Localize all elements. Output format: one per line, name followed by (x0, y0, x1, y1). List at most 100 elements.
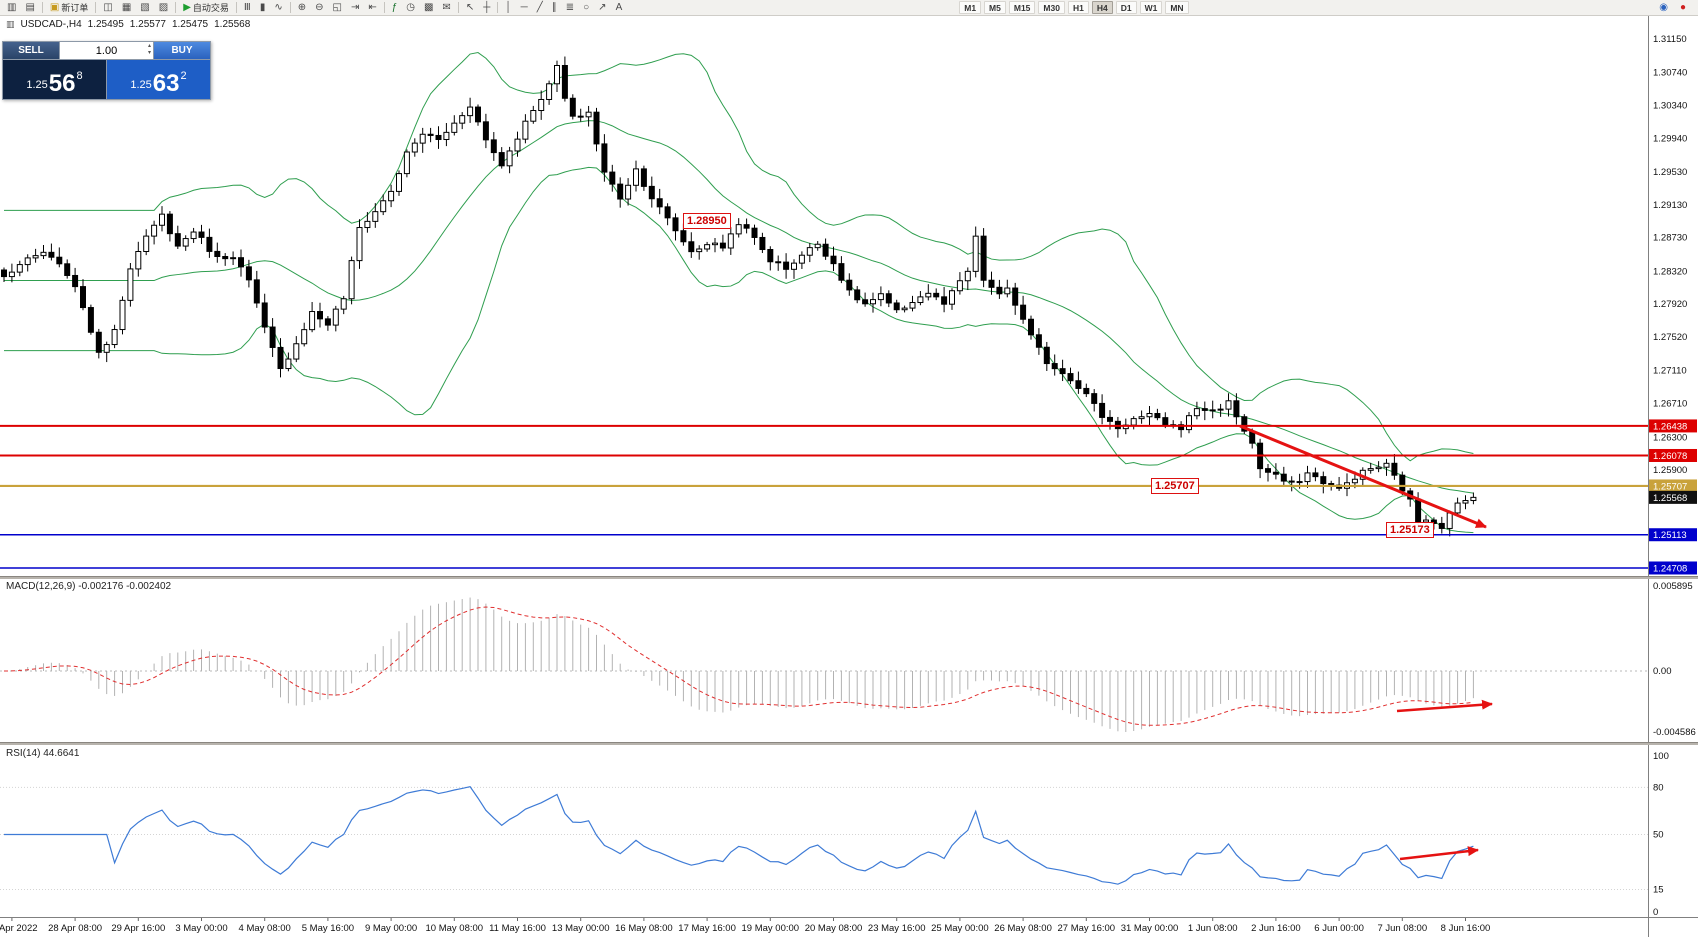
toolbar-separator (235, 2, 237, 13)
timeframe-mn[interactable]: MN (1165, 1, 1189, 14)
volume-input[interactable] (60, 42, 153, 59)
svg-text:10 May 08:00: 10 May 08:00 (426, 923, 484, 934)
rsi-indicator-label: RSI(14) 44.6641 (6, 748, 80, 759)
bollinger-bands (4, 52, 1474, 534)
fibonacci-icon: ≣ (565, 1, 575, 13)
trend-arrow-macd[interactable] (1396, 699, 1493, 713)
email-button[interactable]: ✉ (438, 1, 454, 15)
candlestick-chart-button[interactable]: ▮ (256, 1, 270, 15)
low-value: 1.25475 (171, 19, 209, 30)
trendline-button[interactable]: ╱ (533, 1, 547, 15)
price-callout-1.28950[interactable]: 1.28950 (683, 213, 731, 229)
axis-price-tag (1649, 419, 1697, 433)
trend-arrow-rsi[interactable] (1399, 846, 1479, 861)
tile-windows-button[interactable]: ◱ (329, 1, 346, 15)
periods-button[interactable]: ◷ (402, 1, 419, 15)
spinner-up-icon[interactable]: ▴ (147, 43, 151, 49)
toolbar-spacer (627, 7, 957, 8)
line-chart-button[interactable]: ∿ (270, 1, 286, 15)
chart-shift-button[interactable]: ⇤ (364, 1, 380, 15)
svg-text:1.30340: 1.30340 (1653, 101, 1687, 112)
community-button[interactable]: ◉ (1655, 1, 1672, 15)
new-order-button[interactable]: ▣ 新订单 (46, 1, 92, 15)
arrows-button[interactable]: ↗ (594, 1, 610, 15)
sell-button[interactable]: SELL (3, 42, 59, 59)
close-value: 1.25568 (214, 19, 251, 30)
buy-price[interactable]: 1.25 63 2 (107, 60, 210, 99)
timeframe-h4[interactable]: H4 (1091, 1, 1113, 14)
new-chart-button[interactable]: ▥ (3, 1, 20, 15)
svg-text:1.24708: 1.24708 (1653, 563, 1687, 574)
indicators-icon: ƒ (391, 1, 398, 13)
profiles-icon: ▤ (25, 1, 35, 13)
new-chart-icon: ▥ (7, 1, 17, 13)
price-callout-1.25173[interactable]: 1.25173 (1386, 522, 1434, 538)
svg-text:1.27920: 1.27920 (1653, 299, 1687, 310)
navigator-button[interactable]: ▧ (136, 1, 153, 15)
profiles-button[interactable]: ▤ (21, 1, 38, 15)
macd-scale[interactable]: 0.005895 0.00 -0.004586 (1653, 581, 1696, 738)
toolbar-separator (175, 2, 177, 13)
svg-text:1.31150: 1.31150 (1653, 34, 1687, 45)
toolbar-separator (41, 2, 43, 13)
templates-button[interactable]: ▩ (420, 1, 437, 15)
timeframe-h1[interactable]: H1 (1067, 1, 1089, 14)
timeframe-m1[interactable]: M1 (959, 1, 982, 14)
svg-text:29 Apr 16:00: 29 Apr 16:00 (111, 923, 165, 934)
data-window-button[interactable]: ▦ (118, 1, 135, 15)
svg-text:6 Jun 00:00: 6 Jun 00:00 (1314, 923, 1364, 934)
price-axis[interactable]: 1.31150 1.30740 1.30340 1.29940 1.29530 1.291… (1649, 34, 1697, 575)
line-chart-icon: ∿ (274, 1, 283, 13)
sell-price[interactable]: 1.25 56 8 (3, 60, 106, 99)
pane-separator[interactable] (0, 742, 1698, 745)
timeframe-w1[interactable]: W1 (1139, 1, 1163, 14)
timeframe-m30[interactable]: M30 (1038, 1, 1065, 14)
timeframe-d1[interactable]: D1 (1115, 1, 1137, 14)
autotrading-button[interactable]: ▶ 自动交易 (179, 1, 233, 15)
buy-button[interactable]: BUY (154, 42, 210, 59)
new-order-button-label: 新订单 (61, 3, 89, 13)
sell-price-prefix: 1.25 (26, 79, 48, 91)
svg-text:1.28730: 1.28730 (1653, 233, 1687, 244)
crosshair-button[interactable]: ┼ (479, 1, 494, 15)
svg-text:3 May 00:00: 3 May 00:00 (175, 923, 227, 934)
auto-scroll-icon: ⇥ (350, 1, 360, 13)
volume-spinner[interactable]: ▴ ▾ (148, 43, 151, 57)
horizontal-line-button[interactable]: ─ (517, 1, 532, 15)
symbol-period-label: USDCAD-,H4 (20, 19, 82, 30)
pane-separator[interactable] (0, 576, 1698, 579)
zoom-in-button[interactable]: ⊕ (294, 1, 310, 15)
indicators-button[interactable]: ƒ (388, 1, 402, 15)
connection-status-icon[interactable]: ● (1676, 1, 1690, 15)
spinner-down-icon[interactable]: ▾ (147, 50, 151, 56)
terminal-button[interactable]: ▨ (155, 1, 172, 15)
vertical-line-button[interactable]: │ (501, 1, 515, 15)
svg-text:27 May 16:00: 27 May 16:00 (1058, 923, 1116, 934)
market-watch-button[interactable]: ◫ (99, 1, 116, 15)
price-callout-1.25707[interactable]: 1.25707 (1151, 478, 1199, 494)
timeframe-m5[interactable]: M5 (984, 1, 1006, 14)
svg-text:1.26078: 1.26078 (1653, 451, 1687, 462)
bar-chart-button[interactable]: Ⅲ (240, 1, 255, 15)
time-axis[interactable]: 27 Apr 2022 28 Apr 08:00 29 Apr 16:00 3 May… (0, 918, 1490, 934)
svg-text:15: 15 (1653, 884, 1664, 895)
timeframe-m15[interactable]: M15 (1008, 1, 1036, 14)
channel-button[interactable]: ∥ (548, 1, 561, 15)
trend-arrow-main[interactable] (1239, 424, 1487, 529)
zoom-out-icon: ⊖ (315, 1, 324, 13)
text-button[interactable]: A (612, 1, 627, 15)
fibonacci-button[interactable]: ≣ (562, 1, 578, 15)
auto-scroll-button[interactable]: ⇥ (347, 1, 363, 15)
crosshair-icon: ┼ (483, 1, 491, 13)
svg-text:11 May 16:00: 11 May 16:00 (489, 923, 546, 934)
zoom-out-button[interactable]: ⊖ (311, 1, 327, 15)
svg-text:27 Apr 2022: 27 Apr 2022 (0, 923, 38, 934)
svg-text:17 May 16:00: 17 May 16:00 (678, 923, 736, 934)
rsi-scale[interactable]: 100 80 50 15 0 (1653, 751, 1669, 918)
trendline-icon: ╱ (536, 1, 543, 13)
candlestick-chart-icon: ▮ (259, 1, 266, 13)
cursor-button[interactable]: ↖ (462, 1, 478, 15)
shapes-button[interactable]: ○ (579, 1, 593, 15)
periods-icon: ◷ (406, 1, 416, 13)
